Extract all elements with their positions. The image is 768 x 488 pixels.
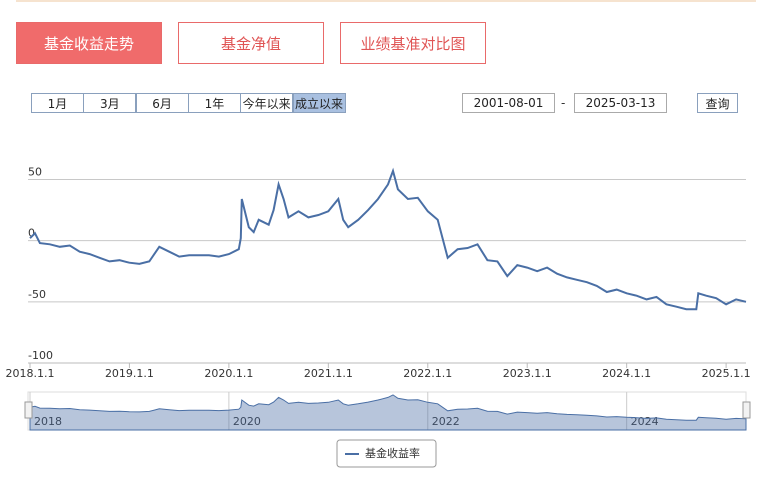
x-tick-label: 2021.1.1 <box>304 367 353 380</box>
data-line <box>29 167 747 311</box>
x-tick-label: 2023.1.1 <box>503 367 552 380</box>
tab[interactable]: 基金收益走势 <box>16 22 162 64</box>
range-button[interactable]: 今年以来 <box>240 93 294 113</box>
range-button[interactable]: 6月 <box>135 93 189 113</box>
y-tick-label: -50 <box>28 288 46 301</box>
navigator-label: 2022 <box>432 415 460 428</box>
x-tick-label: 2020.1.1 <box>204 367 253 380</box>
top-border <box>16 0 756 2</box>
x-tick-label: 2019.1.1 <box>105 367 154 380</box>
tab[interactable]: 基金净值 <box>178 22 324 64</box>
date-separator: - <box>561 96 566 110</box>
navigator-handle[interactable] <box>742 401 751 419</box>
navigator-label: 2018 <box>34 415 62 428</box>
end-date[interactable]: 2025-03-13 <box>574 93 667 113</box>
y-tick-label: -100 <box>28 349 53 362</box>
legend-label: 基金收益率 <box>365 446 420 460</box>
navigator-label: 2020 <box>233 415 261 428</box>
legend-box[interactable] <box>336 439 437 468</box>
tab[interactable]: 业绩基准对比图 <box>340 22 486 64</box>
x-tick-label: 2024.1.1 <box>602 367 651 380</box>
range-button[interactable]: 1年 <box>187 93 241 113</box>
y-tick-label: 0 <box>28 227 35 240</box>
y-tick-label: 50 <box>28 165 42 178</box>
x-tick-label: 2018.1.1 <box>5 367 54 380</box>
x-tick-label: 2025.1.1 <box>702 367 751 380</box>
navigator-area <box>29 394 747 431</box>
range-button[interactable]: 成立以来 <box>292 93 346 113</box>
navigator-handle[interactable] <box>24 401 33 419</box>
start-date[interactable]: 2001-08-01 <box>462 93 555 113</box>
range-button[interactable]: 1月 <box>31 93 84 113</box>
query-button[interactable]: 查询 <box>697 93 738 113</box>
x-tick-label: 2022.1.1 <box>403 367 452 380</box>
range-button[interactable]: 3月 <box>83 93 137 113</box>
